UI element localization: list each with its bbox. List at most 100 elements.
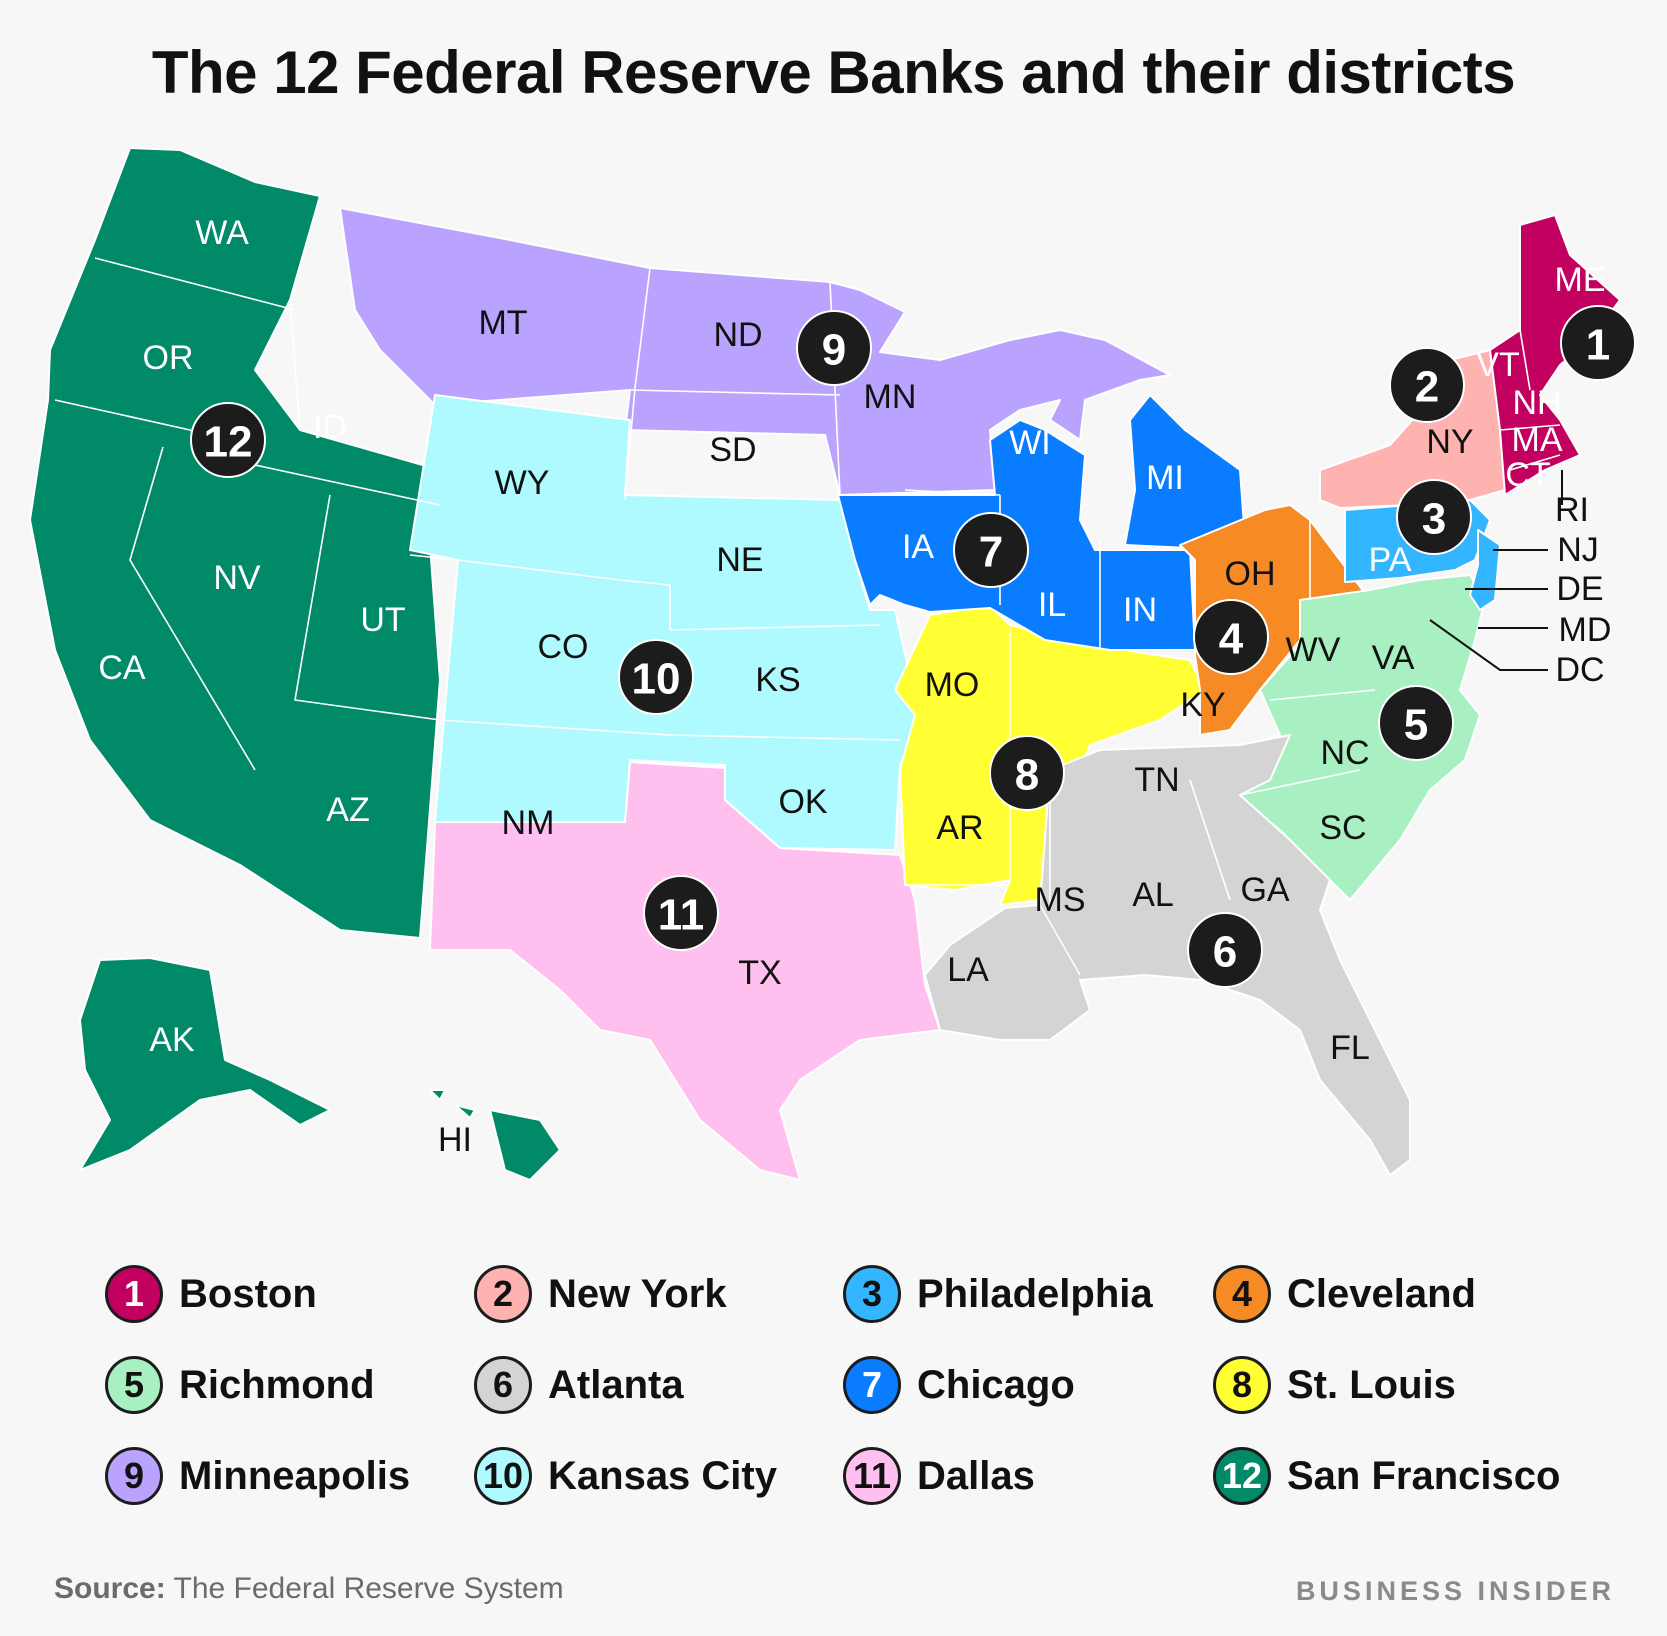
legend-label: Richmond [179, 1362, 375, 1407]
state-label-md: MD [1559, 611, 1612, 649]
district-badge-7: 7 [953, 512, 1029, 588]
district-badge-8: 8 [989, 735, 1065, 811]
source-text: The Federal Reserve System [173, 1572, 564, 1605]
legend-badge-6: 6 [474, 1356, 532, 1414]
district-12-region [29, 147, 561, 1181]
svg-text:1: 1 [1586, 321, 1610, 370]
legend-item-boston: 1 Boston [105, 1262, 317, 1326]
legend-badge-1: 1 [105, 1265, 163, 1323]
legend-badge-4: 4 [1213, 1265, 1271, 1323]
state-label-me: ME [1555, 261, 1606, 299]
legend-label: Kansas City [548, 1453, 777, 1498]
legend-label: St. Louis [1287, 1362, 1456, 1407]
district-4-region [1179, 504, 1371, 736]
state-label-nh: NH [1512, 384, 1561, 422]
state-label-tn: TN [1134, 761, 1179, 799]
state-label-mo: MO [925, 666, 980, 704]
us-federal-reserve-map: WA OR CA NV ID UT AZ AK HI MT ND SD MN W… [29, 147, 1636, 1181]
state-label-wv: WV [1286, 631, 1341, 669]
state-labels: WA OR CA NV ID UT AZ AK HI MT ND SD MN W… [98, 214, 1611, 1159]
legend-badge-3: 3 [843, 1265, 901, 1323]
state-label-ks: KS [755, 661, 800, 699]
state-label-vt: VT [1476, 346, 1519, 384]
legend-item-minneapolis: 9 Minneapolis [105, 1444, 410, 1508]
district-badge-9: 9 [796, 310, 872, 386]
legend-badge-9: 9 [105, 1447, 163, 1505]
svg-text:6: 6 [1213, 928, 1237, 977]
state-label-ma: MA [1512, 421, 1563, 459]
state-label-de: DE [1556, 570, 1603, 608]
svg-text:11: 11 [658, 891, 705, 940]
state-label-ut: UT [360, 601, 405, 639]
district-1-region [1489, 214, 1621, 496]
legend-label: San Francisco [1287, 1453, 1561, 1498]
legend-label: Cleveland [1287, 1271, 1476, 1316]
state-label-ia: IA [902, 528, 934, 566]
legend-badge-11: 11 [843, 1447, 901, 1505]
legend-badge-5: 5 [105, 1356, 163, 1414]
state-label-ny: NY [1426, 423, 1473, 461]
label-leaders [1429, 470, 1563, 671]
state-label-mt: MT [478, 304, 527, 342]
state-label-nd: ND [713, 316, 762, 354]
state-label-hi: HI [438, 1121, 472, 1159]
state-label-il: IL [1038, 586, 1066, 624]
legend-item-new-york: 2 New York [474, 1262, 727, 1326]
legend-badge-10: 10 [474, 1447, 532, 1505]
state-label-ct: CT [1505, 456, 1550, 494]
legend-item-dallas: 11 Dallas [843, 1444, 1035, 1508]
state-label-ok: OK [778, 783, 827, 821]
state-label-nv: NV [213, 559, 261, 597]
svg-text:7: 7 [979, 528, 1003, 577]
district-badge-1: 1 [1560, 305, 1636, 381]
legend-item-kansas-city: 10 Kansas City [474, 1444, 777, 1508]
state-label-id: ID [313, 408, 347, 446]
legend-badge-8: 8 [1213, 1356, 1271, 1414]
state-label-ar: AR [936, 809, 983, 847]
state-label-in: IN [1123, 591, 1157, 629]
source-note: Source: The Federal Reserve System [54, 1572, 564, 1606]
legend-label: Chicago [917, 1362, 1075, 1407]
legend-label: Minneapolis [179, 1453, 411, 1498]
state-label-sc: SC [1319, 809, 1366, 847]
legend-item-atlanta: 6 Atlanta [474, 1353, 684, 1417]
state-label-nc: NC [1320, 734, 1369, 772]
state-label-la: LA [947, 951, 989, 989]
state-label-wi: WI [1009, 424, 1051, 462]
map-title: The 12 Federal Reserve Banks and their d… [151, 39, 1516, 106]
state-label-ak: AK [149, 1021, 195, 1059]
legend-label: Atlanta [548, 1362, 684, 1407]
legend-item-chicago: 7 Chicago [843, 1353, 1075, 1417]
district-11-region [429, 761, 941, 1181]
legend-item-philadelphia: 3 Philadelphia [843, 1262, 1153, 1326]
district-badge-3: 3 [1396, 479, 1472, 555]
legend-item-cleveland: 4 Cleveland [1213, 1262, 1476, 1326]
svg-text:4: 4 [1219, 615, 1244, 664]
svg-text:2: 2 [1415, 363, 1439, 412]
legend-item-san-francisco: 12 San Francisco [1213, 1444, 1560, 1508]
brand-logo: BUSINESS INSIDER [1295, 1576, 1615, 1606]
legend-badge-2: 2 [474, 1265, 532, 1323]
district-badge-5: 5 [1378, 685, 1454, 761]
state-label-wa: WA [195, 214, 249, 252]
svg-text:12: 12 [204, 418, 253, 467]
state-label-fl: FL [1330, 1029, 1370, 1067]
svg-text:8: 8 [1015, 751, 1039, 800]
svg-text:9: 9 [822, 326, 846, 375]
state-label-nj: NJ [1557, 531, 1599, 569]
state-label-sd: SD [709, 431, 756, 469]
district-badge-10: 10 [618, 639, 694, 715]
legend-label: Dallas [917, 1453, 1035, 1498]
source-label: Source: [54, 1572, 166, 1605]
state-label-ms: MS [1035, 881, 1086, 919]
state-label-co: CO [538, 628, 589, 666]
state-label-tx: TX [738, 954, 781, 992]
state-label-ne: NE [716, 541, 763, 579]
legend-item-richmond: 5 Richmond [105, 1353, 375, 1417]
state-label-dc: DC [1555, 651, 1604, 689]
legend-item-st-louis: 8 St. Louis [1213, 1353, 1456, 1417]
state-label-nm: NM [502, 804, 555, 842]
legend-badge-7: 7 [843, 1356, 901, 1414]
state-label-ri: RI [1555, 491, 1589, 529]
district-badge-4: 4 [1193, 599, 1269, 675]
